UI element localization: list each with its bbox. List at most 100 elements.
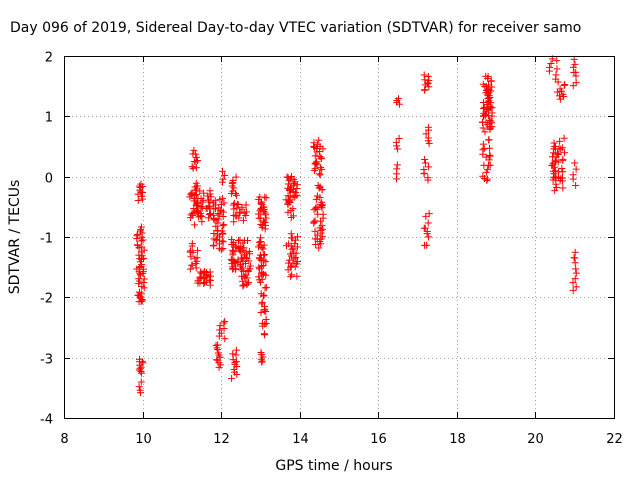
data-point (558, 144, 566, 152)
data-point (190, 146, 198, 154)
x-tick-label: 14 (292, 432, 309, 447)
data-point (215, 211, 223, 219)
data-point (479, 172, 487, 180)
data-point (219, 222, 227, 230)
data-point (291, 178, 299, 186)
chart-title: Day 096 of 2019, Sidereal Day-to-day VTE… (10, 20, 581, 36)
data-point (201, 267, 209, 275)
x-tick-label: 16 (370, 432, 387, 447)
data-point (204, 192, 212, 200)
data-point (139, 269, 147, 277)
data-point (317, 154, 325, 162)
data-point (220, 319, 228, 327)
data-point (219, 230, 227, 238)
data-point (238, 203, 246, 211)
data-point (192, 158, 200, 166)
data-point (243, 280, 251, 288)
data-point (205, 210, 213, 218)
data-point (289, 205, 297, 213)
data-point (258, 275, 266, 283)
x-tick-label: 22 (606, 432, 623, 447)
data-point (424, 123, 432, 131)
data-point (206, 187, 214, 195)
data-point (229, 350, 237, 358)
data-point (197, 203, 205, 211)
data-point (571, 159, 579, 167)
data-point (481, 128, 489, 136)
data-point (310, 219, 318, 227)
data-point (242, 271, 250, 279)
data-point (571, 248, 579, 256)
data-point (559, 184, 567, 192)
data-point (196, 273, 204, 281)
data-point (570, 55, 578, 63)
data-point (137, 255, 145, 263)
data-point (256, 234, 264, 242)
data-point (239, 264, 247, 272)
data-point (218, 237, 226, 245)
data-point (233, 204, 241, 212)
data-point (260, 330, 268, 338)
data-point (193, 208, 201, 216)
data-point (425, 163, 433, 171)
y-tick-label: -2 (40, 292, 53, 307)
data-point (289, 212, 297, 220)
data-point (257, 309, 265, 317)
data-point (214, 349, 222, 357)
data-point (237, 254, 245, 262)
data-point (420, 166, 428, 174)
data-point (284, 184, 292, 192)
data-point (312, 204, 320, 212)
data-point (551, 187, 559, 195)
data-point (572, 165, 580, 173)
data-point (559, 155, 567, 163)
data-point (234, 200, 242, 208)
data-point (571, 60, 579, 68)
data-point (395, 134, 403, 142)
data-point (200, 189, 208, 197)
data-point (135, 275, 143, 283)
data-point (556, 137, 564, 145)
data-point (230, 199, 238, 207)
data-point (205, 214, 213, 222)
data-point (257, 349, 265, 357)
data-point (546, 63, 554, 71)
data-point (482, 72, 490, 80)
data-point (486, 116, 494, 124)
data-point (479, 118, 487, 126)
data-point (262, 315, 270, 323)
data-point (228, 374, 236, 382)
data-point (555, 92, 563, 100)
data-point (421, 86, 429, 94)
y-tick-label: 0 (45, 172, 53, 187)
data-point (572, 283, 580, 291)
data-point (424, 174, 432, 182)
data-point (255, 273, 263, 281)
data-point (198, 213, 206, 221)
data-point (555, 168, 563, 176)
data-point (137, 223, 145, 231)
data-point (260, 291, 268, 299)
data-point (189, 164, 197, 172)
data-point (234, 256, 242, 264)
data-point (424, 219, 432, 227)
data-point (241, 251, 249, 259)
data-point (229, 187, 237, 195)
data-point (552, 180, 560, 188)
data-point (311, 227, 319, 235)
data-point (227, 255, 235, 263)
data-point (569, 171, 577, 179)
data-point (219, 167, 227, 175)
data-point (286, 250, 294, 258)
data-point (188, 261, 196, 269)
data-point (421, 241, 429, 249)
data-point (229, 246, 237, 254)
data-point (552, 71, 560, 79)
data-point (239, 257, 247, 265)
data-point (260, 251, 268, 259)
data-point (194, 247, 202, 255)
data-point (210, 215, 218, 223)
data-point (221, 171, 229, 179)
y-tick-label: -4 (40, 413, 53, 428)
data-point (292, 188, 300, 196)
